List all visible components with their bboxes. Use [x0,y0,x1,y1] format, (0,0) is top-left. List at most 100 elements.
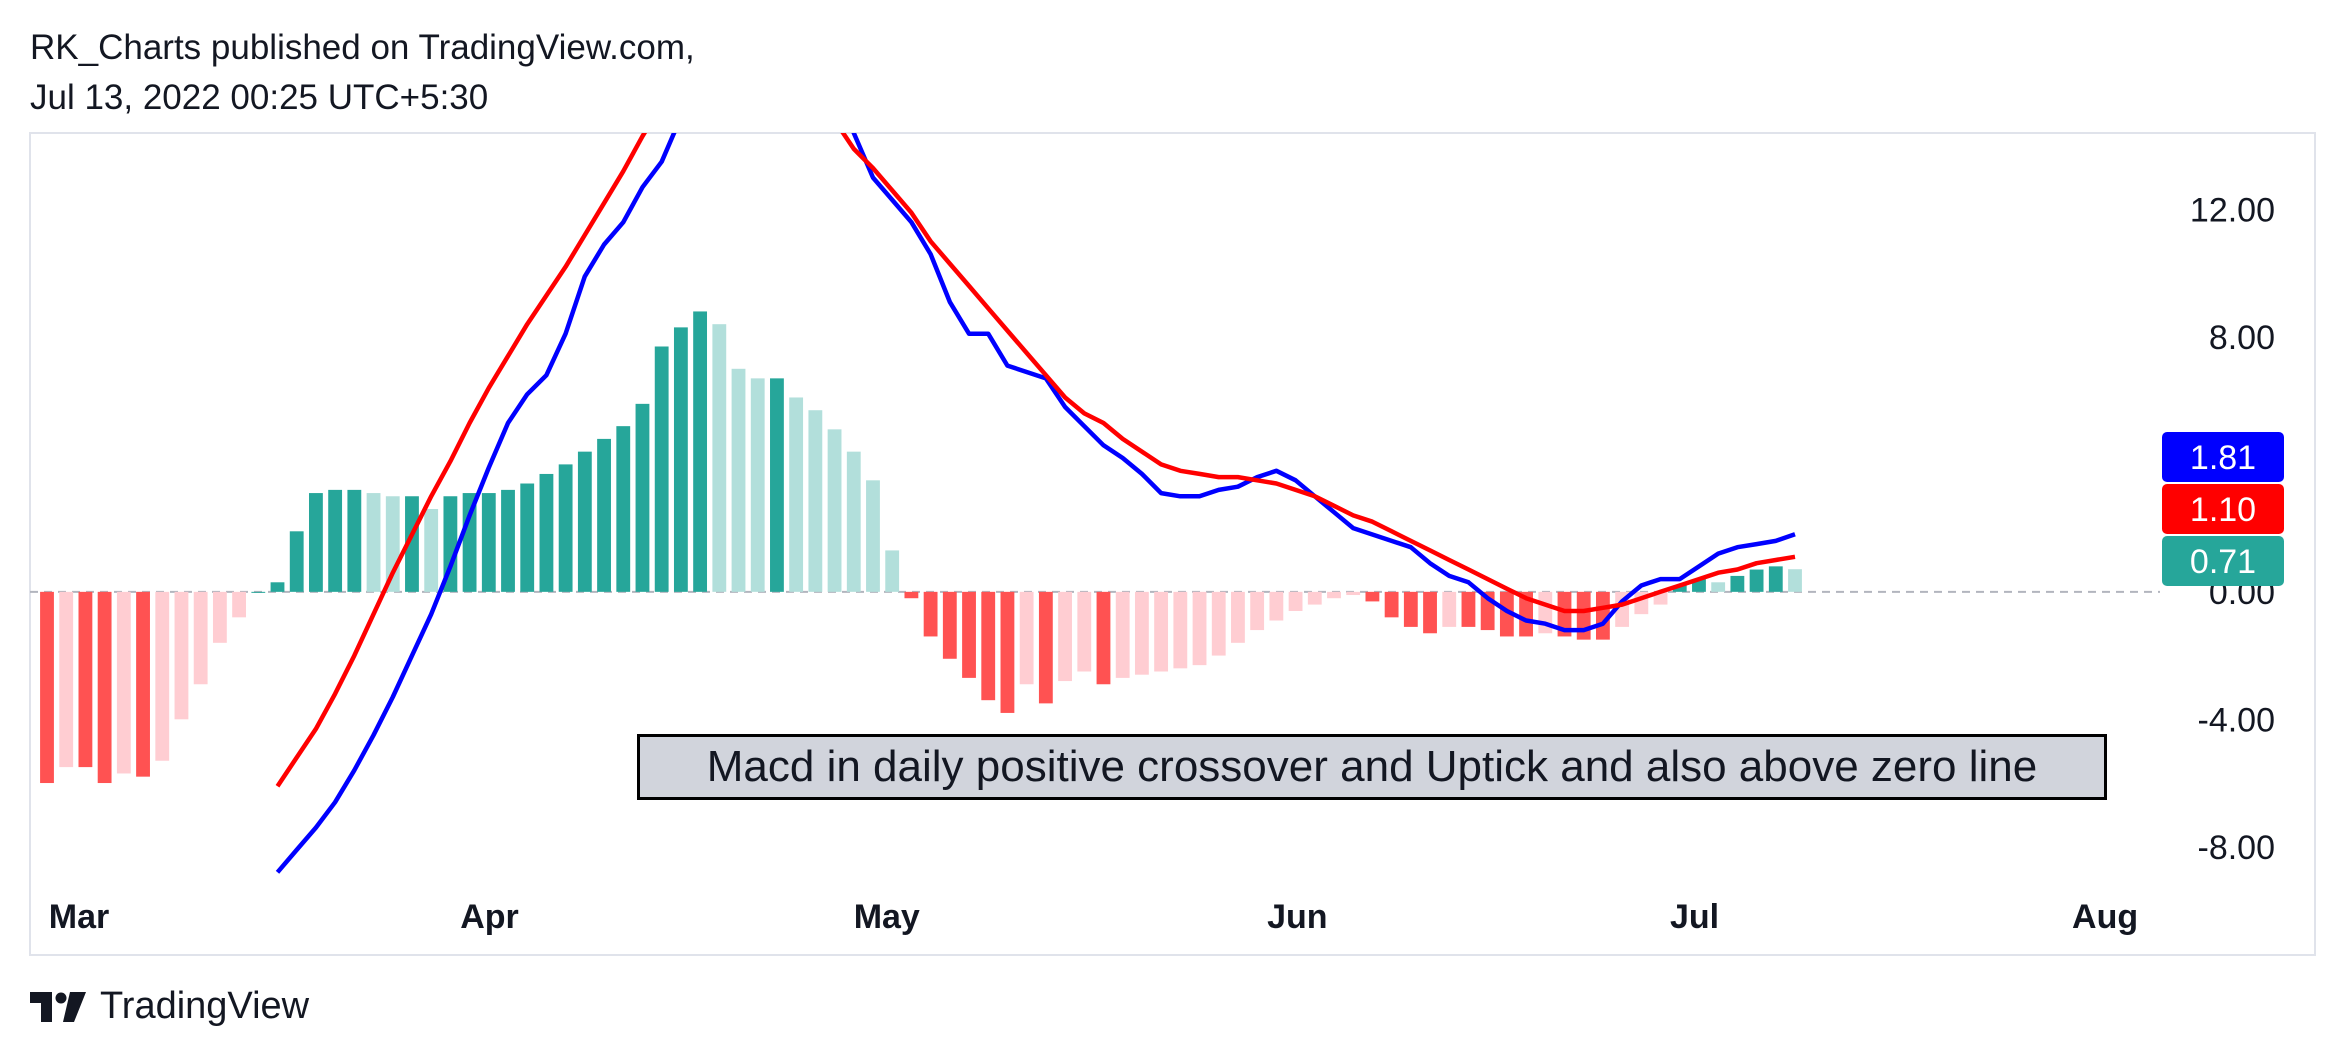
x-tick-label: Aug [2072,898,2138,936]
last-value-label: 1.81 [2190,439,2256,477]
histogram-bar [1365,591,1380,602]
histogram-bar [78,591,93,768]
histogram-bar [1768,566,1783,592]
histogram-bar [1134,591,1149,675]
histogram-bar [328,489,343,592]
histogram-bar [1096,591,1111,685]
histogram-bar [712,324,727,592]
histogram-bar [40,591,54,784]
histogram-bar [347,489,362,592]
tradingview-logo-icon [30,991,86,1022]
histogram-bar [1173,591,1188,669]
histogram-bar [193,591,208,685]
histogram-bar [481,493,496,592]
y-tick-label: 8.00 [2209,319,2275,357]
y-tick-label: 12.00 [2190,191,2275,229]
histogram-bar [212,591,227,643]
histogram-bar [366,493,381,592]
footer-brand: TradingView [100,985,310,1027]
last-value-label: 0.71 [2190,543,2256,581]
y-tick-label: -4.00 [2198,701,2276,739]
histogram-bar [136,591,150,777]
price-axis[interactable]: 12.008.000.00-4.00-8.00 [2190,191,2275,866]
histogram-bar [1788,569,1802,592]
histogram-bar [750,378,765,592]
histogram-bar [97,591,112,784]
publish-date: Jul 13, 2022 00:25 UTC+5:30 [30,78,489,117]
histogram-bar [904,591,919,599]
histogram-bar [1403,591,1418,627]
histogram-bar [827,429,842,592]
histogram-bar [405,496,419,592]
histogram-bar [1038,591,1053,704]
histogram-bar [866,480,880,592]
histogram-bar [731,368,746,592]
histogram-bar [1231,591,1245,643]
histogram-bar [1711,582,1726,592]
annotation-note[interactable]: Macd in daily positive crossover and Upt… [637,734,2107,800]
histogram-bar [501,489,515,592]
histogram-bar [1423,591,1437,634]
histogram-bar [1000,591,1015,713]
histogram-bar [846,451,861,592]
histogram-bar [1384,591,1399,618]
histogram-bar [1211,591,1226,656]
histogram-bar [635,403,650,592]
histogram-bar [1288,591,1303,611]
histogram-bar [1327,591,1341,599]
histogram-bar [942,591,957,659]
histogram-bar [885,550,900,592]
histogram-bar [309,493,323,592]
x-tick-label: Mar [49,898,109,936]
histogram-bar [808,410,823,592]
last-value-badge: 1.81 [2162,432,2284,482]
signal-line [275,133,1796,788]
x-tick-label: Apr [460,898,519,936]
histogram-bar [59,591,74,768]
histogram-bar [1019,591,1034,685]
histogram-bar [251,591,266,593]
histogram-bar [1269,591,1284,621]
histogram-bar [1192,591,1207,666]
histogram-bar [1077,591,1092,672]
histogram-bar [616,426,631,592]
last-value-badges: 1.81 1.10 0.71 [2162,432,2284,586]
histogram-bar [693,311,708,592]
macd-line [275,133,1796,874]
histogram-bar [1307,591,1322,605]
histogram-bar [520,483,535,592]
histogram-bar [232,591,247,618]
histogram-bar [1595,591,1610,640]
histogram-bar [1442,591,1457,627]
x-tick-label: May [854,898,920,936]
histogram-bar [962,591,976,678]
histogram-bar [539,473,554,592]
x-tick-label: Jun [1267,898,1327,936]
histogram-bar [174,591,189,720]
histogram-bar [577,451,592,592]
histogram-bar [1346,591,1361,596]
histogram-bar [1058,591,1072,682]
macd-lines [275,133,1796,874]
histogram-bar [1461,591,1476,627]
publisher-line: RK_Charts published on TradingView.com, [30,28,695,67]
histogram-bar [155,591,170,761]
last-value-badge: 1.10 [2162,484,2284,534]
histogram-bar [654,346,669,592]
histogram-bar [1749,569,1764,592]
histogram-bar [789,397,804,592]
histogram-bar [1499,591,1514,637]
histogram-bar [1250,591,1265,631]
histogram-bar [462,493,477,592]
histogram-bar [1672,585,1687,592]
histogram-bar [1519,591,1533,637]
last-value-label: 1.10 [2190,491,2256,529]
histogram-bar [424,509,439,592]
histogram-bar [923,591,938,637]
histogram-bar [1557,591,1572,637]
histogram-bar [673,327,688,592]
x-tick-label: Jul [1670,898,1719,936]
time-axis[interactable]: Mar Apr May Jun Jul Aug [49,898,2138,936]
histogram-bar [597,438,611,592]
